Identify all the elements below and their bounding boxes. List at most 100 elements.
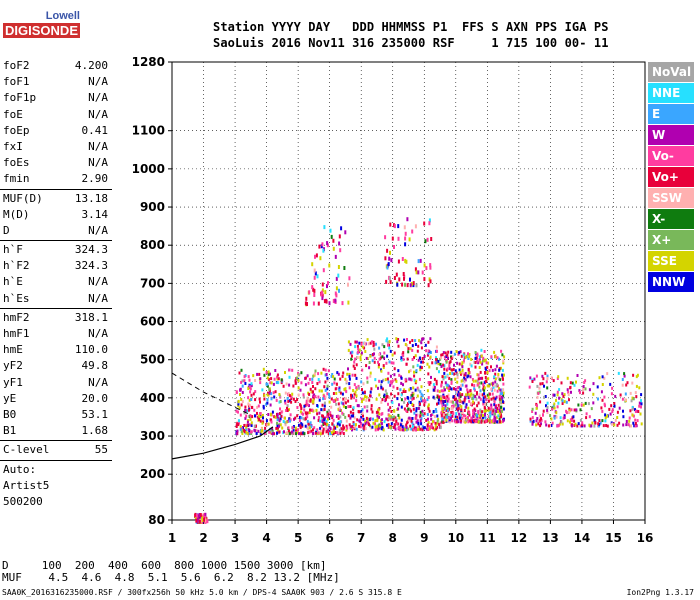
echo-point [273,395,276,399]
echo-point [261,413,264,417]
echo-point [393,373,396,377]
echo-point [342,424,345,428]
param-row: foF1p N/A [0,90,112,106]
echo-point [466,391,469,395]
echo-point [312,400,315,404]
echo-point [502,394,505,398]
echo-point [328,417,331,420]
echo-point [440,397,443,401]
echo-point [297,371,300,375]
echo-point [601,409,604,413]
echo-point [261,388,264,392]
echo-point [262,404,265,408]
echo-point [477,420,480,424]
echo-point [459,394,462,398]
echo-point [353,396,356,400]
echo-point [274,390,277,394]
echo-point [499,378,502,382]
echo-point [422,426,425,430]
echo-point [609,382,612,386]
echo-point [267,377,270,381]
echo-point [499,420,501,424]
echo-point [491,392,494,396]
echo-point [479,355,481,359]
echo-point [571,419,573,423]
echo-point [321,293,324,298]
muf-row: MUF 4.5 4.6 4.8 5.1 5.6 6.2 8.2 13.2 [MH… [2,571,340,584]
echo-point [467,352,469,356]
echo-point [279,407,281,411]
echo-point [299,410,302,414]
echo-point [361,368,364,372]
echo-point [405,259,408,264]
echo-point [412,365,415,369]
echo-point [431,413,434,416]
echo-point [239,413,242,417]
echo-point [498,406,501,410]
echo-point [365,356,368,360]
echo-point [198,513,201,517]
echo-point [419,427,422,431]
param-row: h`F 324.3 [0,242,112,258]
echo-point [255,424,257,428]
param-name: foF1p [3,91,37,105]
echo-point [347,367,349,371]
echo-point [319,419,322,423]
echo-point [417,358,420,362]
echo-point [461,416,464,420]
echo-point [638,401,641,405]
echo-point [432,395,435,399]
echo-point [553,414,556,418]
echo-point [476,353,479,357]
echo-point [454,387,457,391]
echo-point [402,390,405,393]
echo-point [396,422,399,426]
echo-point [459,350,462,354]
x-tick-label: 5 [294,531,302,545]
echo-point [531,380,534,383]
echo-point [408,408,411,412]
echo-point [418,377,421,381]
echo-point [326,243,329,248]
echo-point [464,378,467,382]
echo-point [280,414,283,418]
echo-point [434,421,437,425]
echo-point [446,353,449,357]
echo-point [611,410,614,414]
echo-point [370,387,373,391]
echo-point [592,392,595,396]
auto-info-line1: Auto: [0,462,112,478]
echo-point [479,376,482,380]
echo-point [426,427,428,431]
echo-point [565,400,568,404]
echo-point [536,384,539,388]
echo-point [378,426,381,430]
param-name: foE [3,107,23,121]
echo-point [535,423,538,427]
echo-point [244,416,247,420]
echo-point [629,424,632,428]
echo-point [295,376,298,380]
echo-point [570,390,572,394]
echo-point [406,357,409,361]
echo-point [542,413,544,417]
echo-point [449,413,452,417]
echo-point [606,424,609,428]
echo-point [404,343,407,346]
echo-point [606,372,609,376]
echo-point [635,384,638,388]
echo-point [423,403,426,407]
echo-point [417,421,420,425]
echo-point [247,375,250,379]
param-row: foF1 N/A [0,74,112,90]
echo-point [195,513,198,518]
echo-point [409,277,411,282]
echo-point [316,428,319,432]
echo-point [392,425,395,429]
echo-point [249,390,252,394]
echo-point [501,368,504,372]
echo-point [640,399,642,403]
echo-point [237,399,240,403]
echo-point [495,410,498,413]
echo-point [350,393,352,397]
